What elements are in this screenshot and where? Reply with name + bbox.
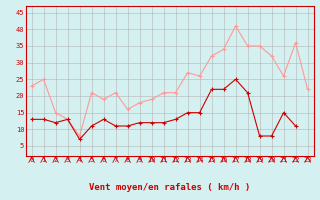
X-axis label: Vent moyen/en rafales ( km/h ): Vent moyen/en rafales ( km/h ) bbox=[89, 183, 250, 192]
